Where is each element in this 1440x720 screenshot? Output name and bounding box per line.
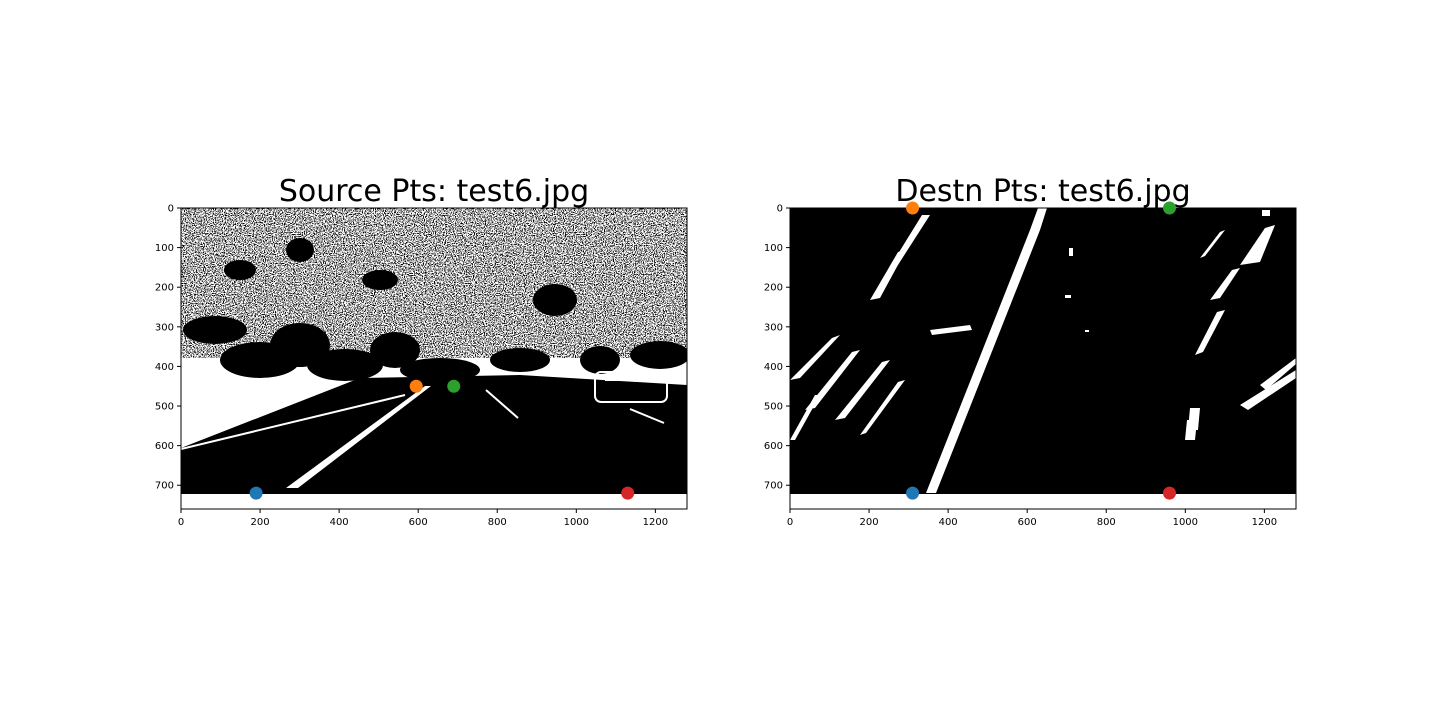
destination-x-tick-label: 0 — [787, 517, 793, 528]
destination-point — [906, 201, 920, 215]
source-y-tick-label: 0 — [168, 204, 174, 215]
destination-point — [1163, 201, 1176, 215]
destination-y-tick-label: 400 — [764, 362, 783, 373]
destination-y-axis: 0 100 200 300 400 500 600 700 — [764, 204, 790, 492]
source-point — [409, 379, 423, 393]
destination-point — [1163, 486, 1176, 500]
destination-x-tick-label: 800 — [1097, 517, 1116, 528]
source-y-tick-label: 600 — [155, 441, 174, 452]
destination-point — [906, 486, 920, 500]
source-image — [181, 208, 687, 509]
destination-x-tick-label: 600 — [1018, 517, 1037, 528]
destination-x-tick-label: 1000 — [1173, 517, 1198, 528]
destination-x-tick-label: 1200 — [1252, 517, 1277, 528]
destination-y-tick-label: 600 — [764, 441, 783, 452]
destination-title: Destn Pts: test6.jpg — [895, 174, 1190, 209]
source-point — [621, 486, 635, 500]
destination-points — [906, 201, 1176, 500]
source-point — [249, 486, 263, 500]
source-x-tick-label: 800 — [488, 517, 507, 528]
source-x-tick-label: 400 — [330, 517, 349, 528]
destination-image — [790, 208, 1296, 509]
source-title: Source Pts: test6.jpg — [279, 174, 589, 209]
source-x-tick-label: 1000 — [564, 517, 589, 528]
source-y-tick-label: 200 — [155, 283, 174, 294]
source-y-tick-label: 300 — [155, 322, 174, 333]
destination-x-tick-label: 400 — [939, 517, 958, 528]
source-point — [447, 379, 461, 393]
source-x-tick-label: 200 — [251, 517, 270, 528]
source-x-tick-label: 600 — [409, 517, 428, 528]
destination-x-axis: 0 200 400 600 800 1000 1200 — [787, 509, 1277, 528]
destination-y-tick-label: 300 — [764, 322, 783, 333]
source-points — [249, 379, 635, 500]
destination-y-tick-label: 0 — [777, 204, 783, 215]
destination-y-tick-label: 500 — [764, 402, 783, 413]
source-axes-frame — [180, 207, 688, 510]
destination-y-tick-label: 100 — [764, 243, 783, 254]
source-x-tick-label: 0 — [178, 517, 184, 528]
source-y-tick-label: 700 — [155, 481, 174, 492]
source-y-tick-label: 100 — [155, 243, 174, 254]
destination-x-tick-label: 200 — [860, 517, 879, 528]
source-x-tick-label: 1200 — [643, 517, 668, 528]
source-y-tick-label: 400 — [155, 362, 174, 373]
source-y-axis: 0 100 200 300 400 500 600 700 — [155, 204, 181, 492]
source-y-tick-label: 500 — [155, 402, 174, 413]
source-panel: Source Pts: test6.jpg — [155, 174, 688, 528]
destination-panel: Destn Pts: test6.jpg — [764, 174, 1297, 528]
destination-y-tick-label: 700 — [764, 481, 783, 492]
destination-axes-frame — [789, 207, 1297, 510]
destination-y-tick-label: 200 — [764, 283, 783, 294]
source-x-axis: 0 200 400 600 800 1000 1200 — [178, 509, 668, 528]
